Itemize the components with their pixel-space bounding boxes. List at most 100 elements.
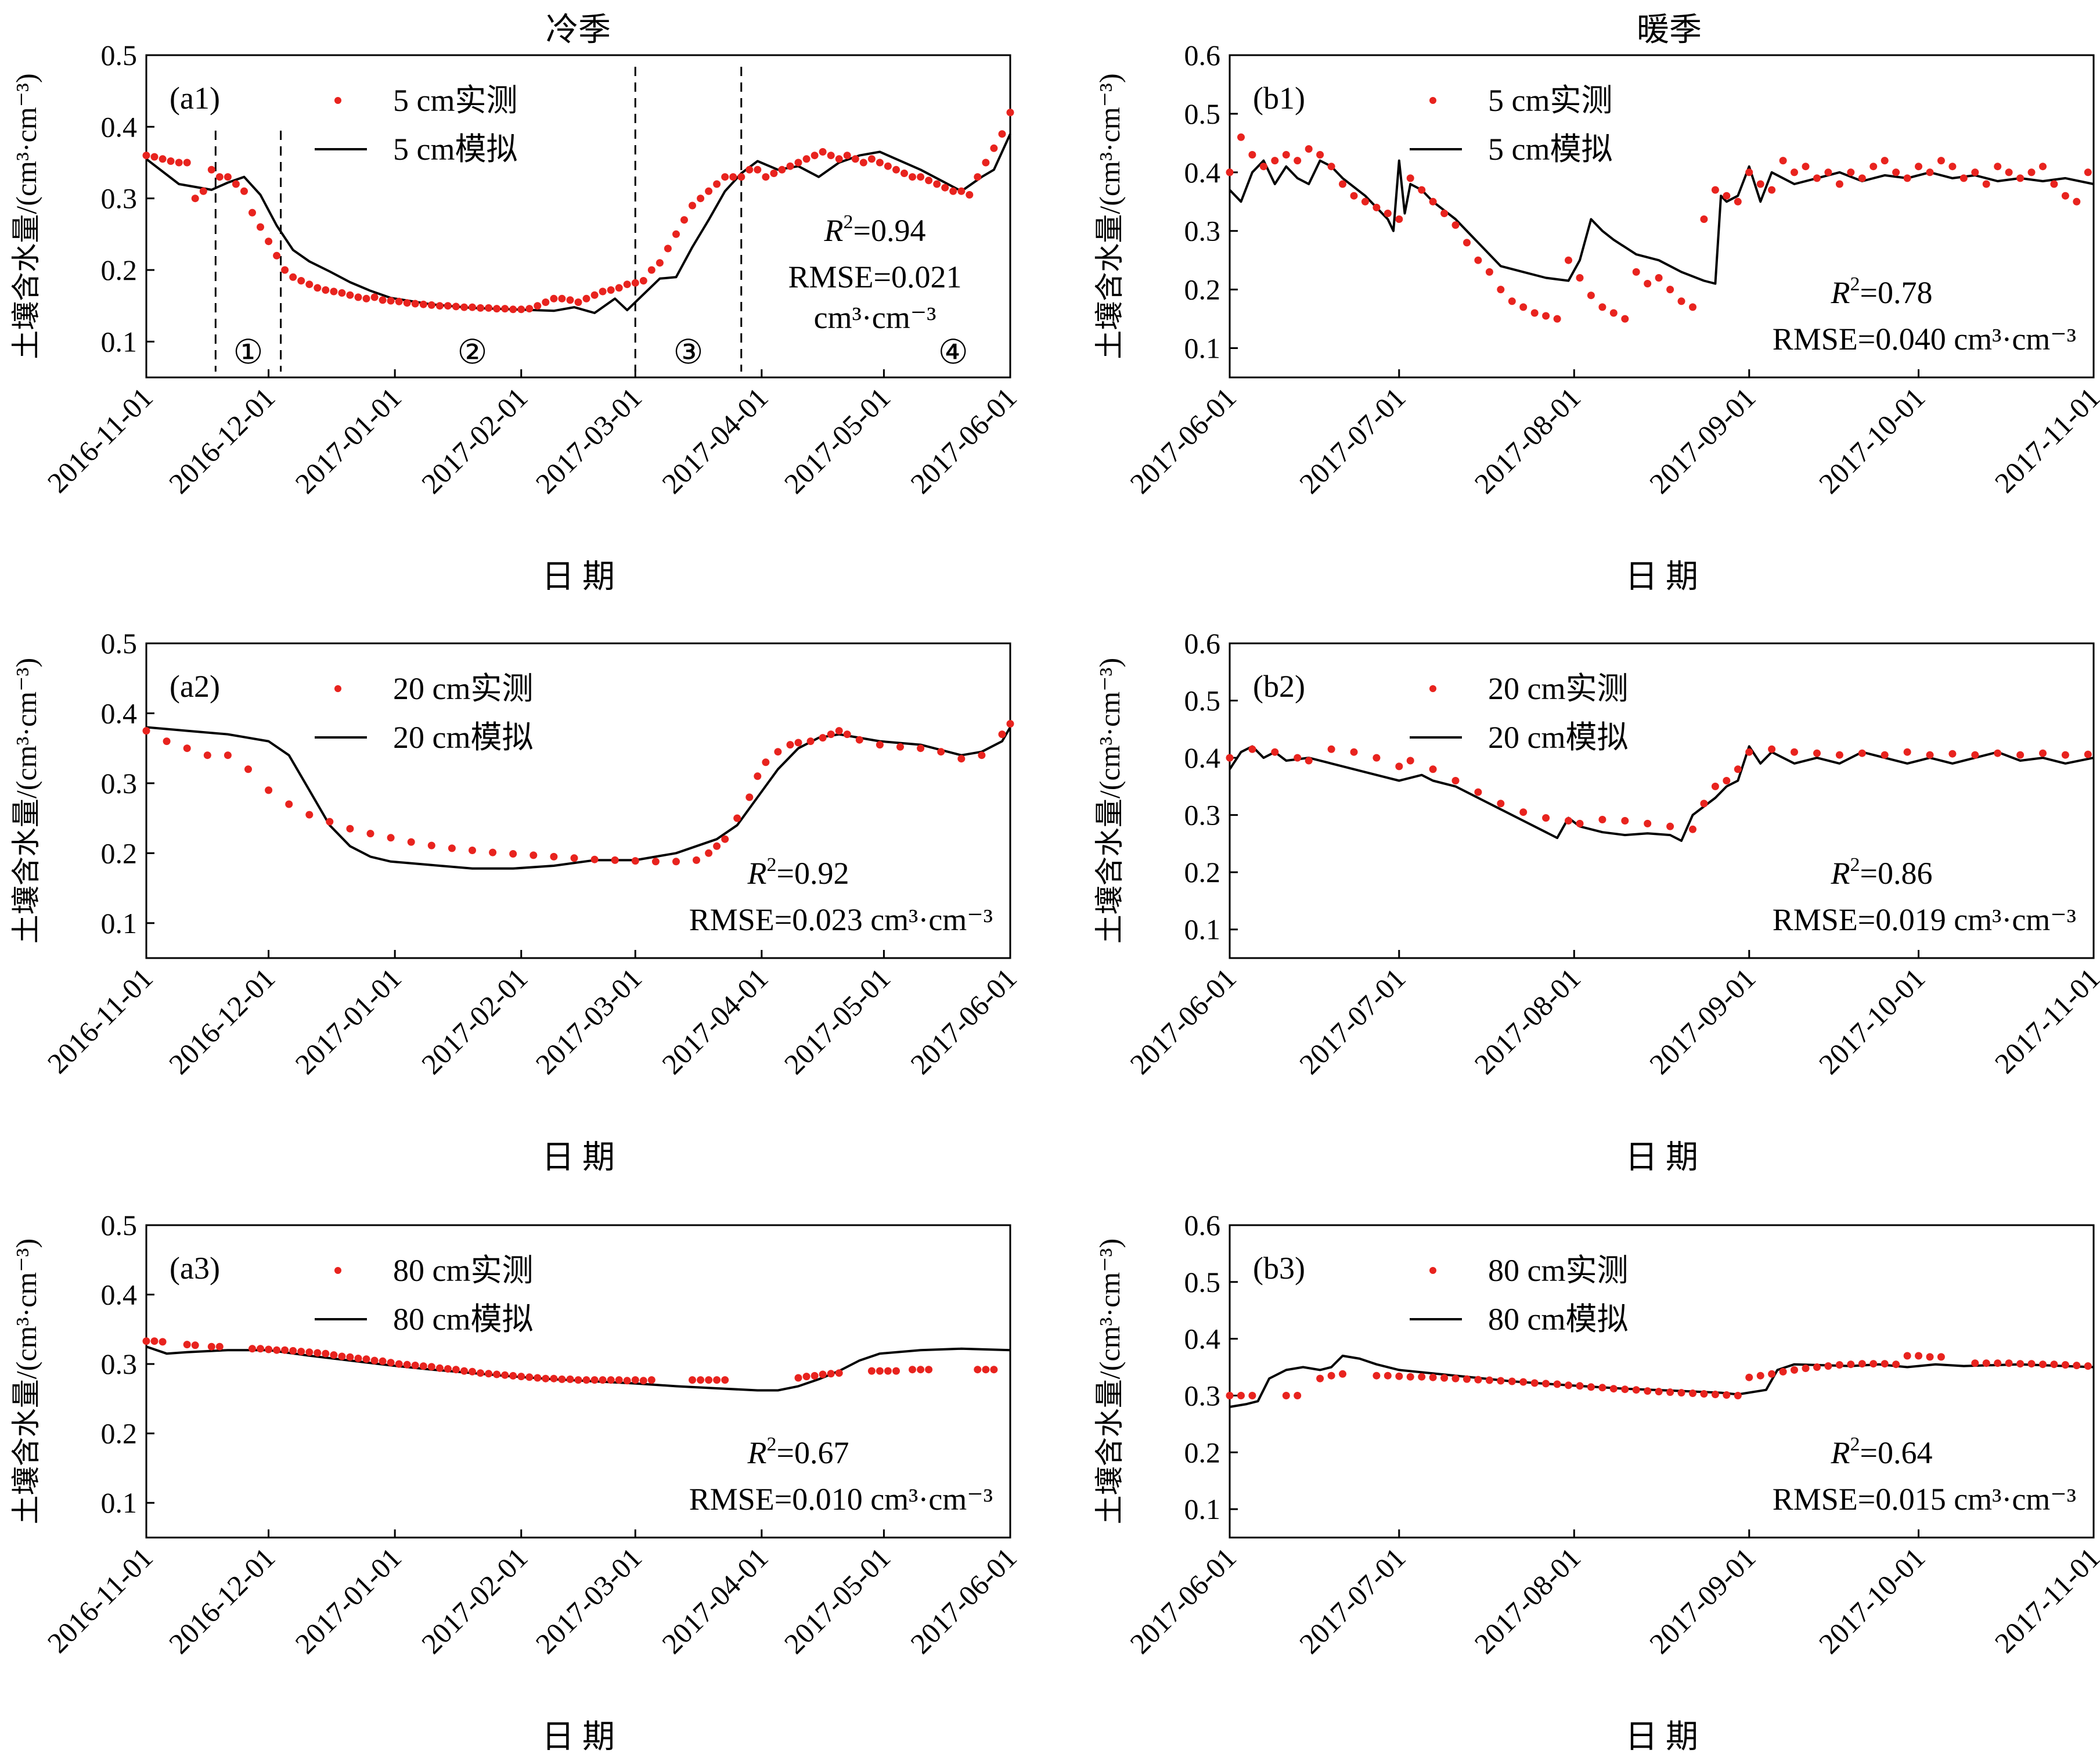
- observed-point: [1451, 1374, 1460, 1383]
- observed-point: [1294, 157, 1302, 165]
- x-tick-label: 2016-12-01: [163, 962, 282, 1081]
- observed-point: [215, 173, 224, 181]
- observed-point: [2039, 1360, 2047, 1369]
- observed-point: [265, 1345, 273, 1353]
- panel-b3: 0.1 0.2 0.3 0.4 0.5 0.6 2017-06-01 2017-07-01 20…: [1093, 1209, 2100, 1755]
- simulated-series-line: [1229, 1355, 2094, 1408]
- observed-point: [411, 1362, 419, 1369]
- observed-point: [387, 834, 395, 842]
- x-tick-label: 2017-08-01: [1468, 381, 1587, 500]
- observed-point: [1565, 256, 1572, 264]
- observed-point: [314, 284, 322, 292]
- observed-point: [1248, 151, 1256, 159]
- x-axis-label: 日 期: [542, 559, 615, 595]
- observed-point: [2016, 1360, 2025, 1368]
- observed-point: [244, 765, 252, 773]
- observed-point: [1418, 1373, 1426, 1381]
- observed-point: [366, 830, 374, 838]
- observed-point: [1881, 1360, 1889, 1368]
- observed-point: [1587, 1383, 1595, 1391]
- observed-point: [1835, 751, 1843, 759]
- rmse-annotation: RMSE=0.021: [788, 260, 961, 294]
- observed-point: [819, 734, 827, 742]
- observed-point: [2027, 168, 2036, 177]
- observed-point: [354, 293, 362, 301]
- observed-point: [142, 1337, 150, 1345]
- observed-point: [224, 173, 232, 181]
- legend-observed-label: 5 cm实测: [1488, 83, 1612, 118]
- observed-point: [1598, 303, 1606, 311]
- observed-point: [631, 279, 639, 287]
- observed-point: [427, 841, 435, 849]
- observed-point: [1915, 1352, 1922, 1360]
- rmse-annotation: RMSE=0.023 cm³·cm⁻³: [689, 902, 993, 937]
- x-tick-label: 2017-02-01: [415, 381, 534, 500]
- observed-point: [1373, 203, 1381, 211]
- observed-point: [1542, 1380, 1550, 1388]
- observed-point: [615, 284, 623, 292]
- observed-point: [460, 1367, 468, 1375]
- observed-point: [762, 758, 770, 766]
- observed-point: [1508, 297, 1516, 305]
- observed-point: [289, 273, 297, 281]
- y-tick-label: 0.1: [1184, 332, 1221, 365]
- observed-point: [1609, 1385, 1618, 1393]
- observed-point: [1248, 1392, 1256, 1399]
- observed-point: [281, 1346, 289, 1354]
- observed-point: [672, 858, 680, 866]
- observed-point: [322, 286, 330, 294]
- observed-point: [224, 751, 232, 759]
- observed-point: [2084, 168, 2092, 177]
- panel-label: (b3): [1253, 1251, 1305, 1286]
- observed-point: [925, 177, 933, 185]
- x-axis-label: 日 期: [542, 1140, 615, 1176]
- x-axis-label: 日 期: [542, 1719, 615, 1755]
- y-axis-label: 土壤含水量/(cm³·cm⁻³): [10, 1239, 42, 1524]
- r2-symbol: R: [747, 1435, 767, 1470]
- observed-point: [1327, 163, 1335, 171]
- observed-point: [444, 302, 452, 310]
- x-tick-label: 2017-06-01: [904, 962, 1023, 1081]
- observed-point: [1485, 1376, 1493, 1384]
- r2-superscript: 2: [767, 1434, 777, 1455]
- observed-point: [297, 1348, 305, 1356]
- x-tick-label: 2017-06-01: [904, 381, 1023, 500]
- observed-point: [215, 1342, 224, 1351]
- observed-point: [1858, 1360, 1866, 1368]
- observed-point: [1734, 197, 1742, 206]
- observed-point: [843, 152, 851, 160]
- observed-point: [1530, 309, 1539, 317]
- observed-point: [273, 1346, 281, 1354]
- panel-label: (a1): [170, 81, 220, 116]
- observed-point: [998, 730, 1006, 739]
- rmse-annotation: RMSE=0.019 cm³·cm⁻³: [1773, 902, 2076, 937]
- observed-point: [452, 303, 460, 311]
- y-tick-label: 0.1: [101, 1486, 138, 1519]
- observed-point: [1350, 748, 1358, 756]
- observed-point: [1271, 748, 1279, 756]
- observed-point: [590, 1376, 599, 1384]
- observed-point: [1576, 274, 1584, 282]
- x-tick-label: 2017-06-01: [1123, 381, 1242, 500]
- observed-point: [542, 298, 550, 306]
- observed-point: [998, 130, 1006, 138]
- observed-point: [941, 183, 949, 192]
- observed-point: [1892, 168, 1900, 177]
- observed-point: [582, 1376, 590, 1384]
- observed-point: [1621, 315, 1629, 323]
- observed-point: [1756, 180, 1764, 188]
- observed-point: [647, 1376, 655, 1384]
- x-tick-label: 2017-11-01: [1989, 1541, 2100, 1659]
- observed-point: [957, 187, 966, 195]
- observed-point: [1474, 1376, 1482, 1384]
- observed-point: [1553, 1380, 1561, 1388]
- observed-point: [419, 300, 427, 308]
- observed-point: [1350, 192, 1358, 200]
- observed-point: [1768, 186, 1776, 194]
- observed-point: [1847, 168, 1855, 177]
- y-axis-label: 土壤含水量/(cm³·cm⁻³): [1093, 73, 1126, 359]
- observed-point: [305, 1348, 314, 1356]
- observed-point: [370, 1356, 379, 1365]
- observed-point: [248, 208, 256, 217]
